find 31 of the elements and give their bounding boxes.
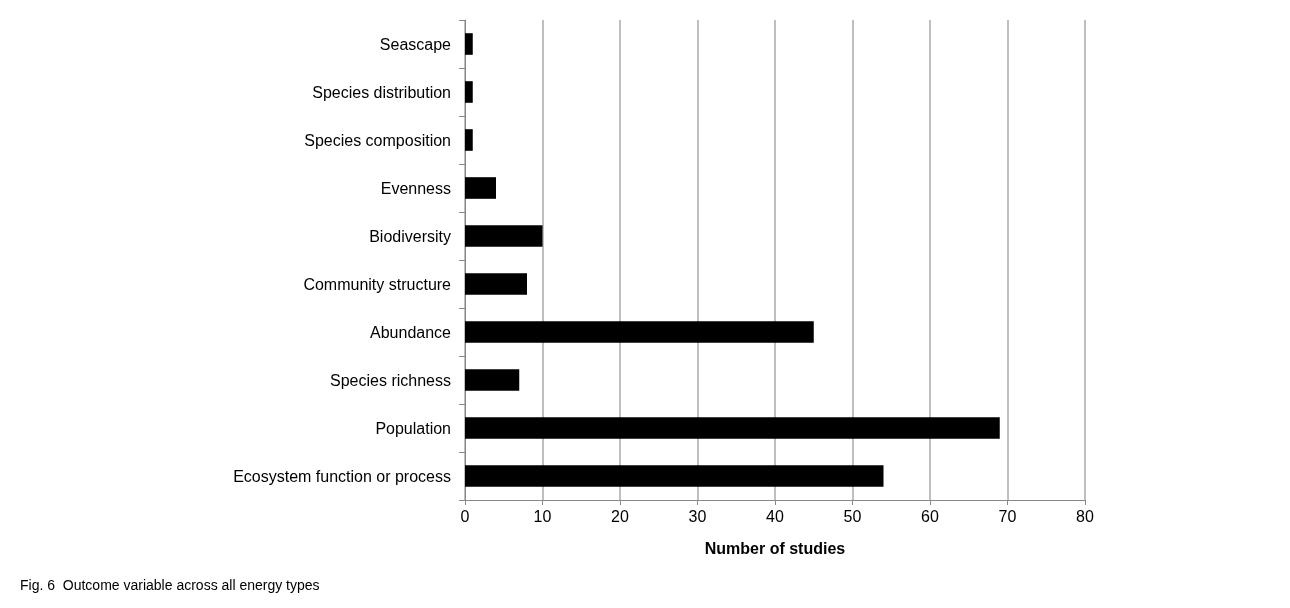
y-tick-label: Species richness	[330, 371, 451, 389]
bar	[465, 129, 473, 151]
x-tick-label: 0	[460, 507, 470, 525]
x-tick-label: 20	[611, 507, 629, 525]
bar	[465, 225, 543, 247]
bar	[465, 417, 1000, 439]
bar	[465, 273, 527, 295]
y-tick-label: Species composition	[304, 131, 451, 149]
x-tick-label: 60	[921, 507, 939, 525]
x-tick-label: 30	[688, 507, 707, 525]
caption: Fig. 6 Outcome variable across all energy types	[20, 577, 320, 593]
y-tick-label: Biodiversity	[369, 227, 451, 245]
bar	[465, 321, 814, 343]
x-tick-label: 80	[1076, 507, 1094, 525]
y-tick-label: Population	[375, 419, 451, 437]
x-tick-label: 10	[533, 507, 552, 525]
x-tick-label: 50	[843, 507, 862, 525]
bar	[465, 81, 473, 103]
bar	[465, 33, 473, 55]
x-tick-label: 40	[766, 507, 784, 525]
x-axis-title: Number of studies	[704, 539, 846, 557]
bar	[465, 369, 520, 391]
y-tick-label: Seascape	[379, 35, 452, 53]
y-tick-label: Species distribution	[312, 83, 451, 101]
y-tick-label: Evenness	[380, 179, 451, 197]
y-tick-label: Abundance	[370, 323, 452, 341]
x-tick-label: 70	[998, 507, 1017, 525]
bar	[465, 465, 884, 487]
y-tick-label: Ecosystem function or process	[233, 467, 451, 485]
bar	[465, 177, 496, 199]
y-tick-label: Community structure	[303, 275, 452, 293]
